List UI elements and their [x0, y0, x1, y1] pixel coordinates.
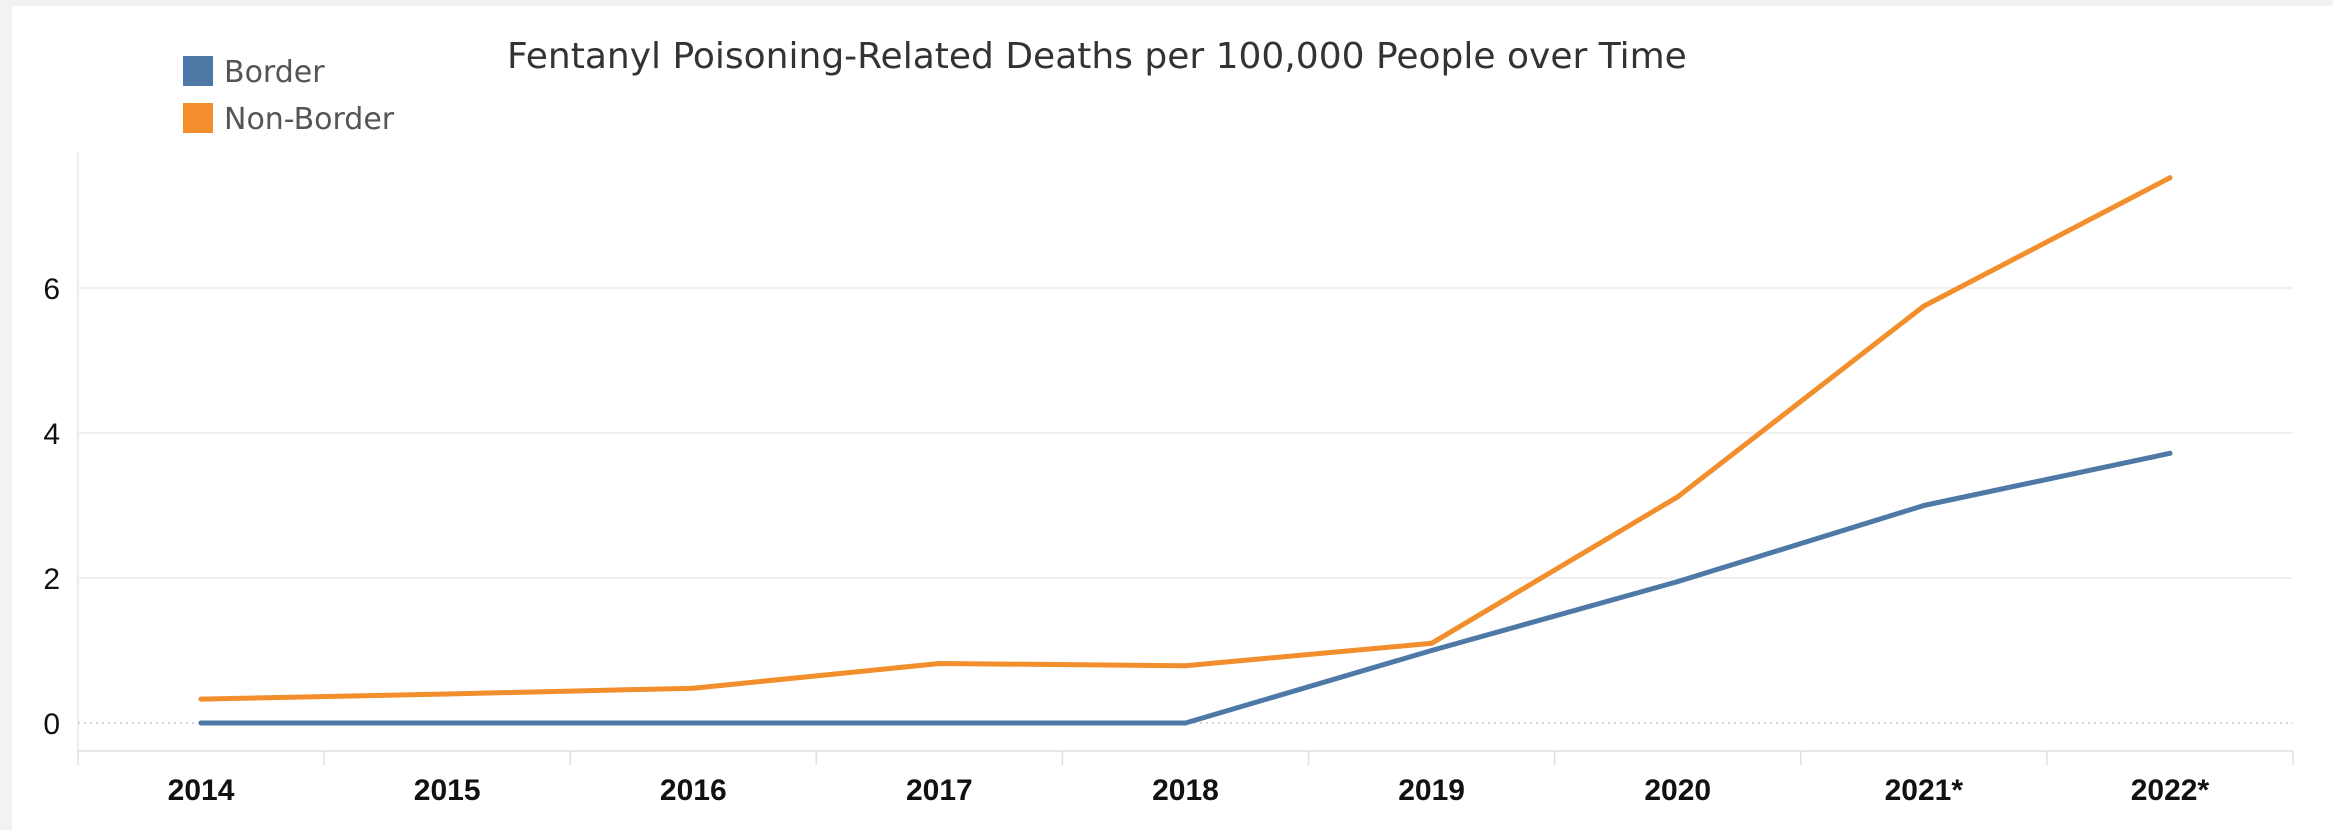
- x-tick-label: 2018: [1152, 774, 1219, 807]
- data-point-border: [1429, 648, 1435, 653]
- x-tick-label: 2016: [660, 774, 727, 807]
- data-point-border: [2167, 450, 2173, 456]
- y-tick-label: 6: [43, 273, 60, 306]
- chart-container: Fentanyl Poisoning-Related Deaths per 10…: [12, 6, 2333, 830]
- data-point-border: [936, 720, 942, 726]
- data-point-border: [444, 720, 450, 726]
- data-point-non-border: [1183, 663, 1188, 669]
- data-point-border: [690, 720, 696, 726]
- data-point-non-border: [2167, 175, 2173, 181]
- x-tick-label: 2019: [1398, 774, 1465, 807]
- legend-label-border: Border: [224, 55, 325, 90]
- chart-title: Fentanyl Poisoning-Related Deaths per 10…: [507, 36, 1687, 77]
- x-tick-label: 2014: [168, 774, 235, 807]
- data-point-non-border: [1675, 494, 1681, 500]
- series-line-non-border: [198, 175, 2173, 702]
- data-point-non-border: [198, 696, 204, 702]
- data-point-non-border: [1429, 640, 1435, 646]
- data-point-border: [1921, 503, 1927, 508]
- line-chart: Fentanyl Poisoning-Related Deaths per 10…: [43, 36, 2294, 807]
- data-point-border: [1183, 720, 1188, 726]
- x-tick-label: 2021*: [1885, 774, 1964, 807]
- y-tick-label: 2: [43, 563, 60, 596]
- data-point-non-border: [936, 661, 942, 667]
- data-point-non-border: [690, 685, 696, 691]
- x-tick-label: 2015: [414, 774, 481, 807]
- data-point-non-border: [444, 691, 450, 697]
- y-tick-label: 0: [43, 708, 60, 741]
- x-tick-label: 2020: [1644, 774, 1711, 807]
- legend-label-non-border: Non-Border: [224, 102, 395, 137]
- legend: Border Non-Border: [183, 55, 395, 137]
- legend-swatch-non-border: [183, 103, 213, 133]
- data-point-border: [1675, 579, 1681, 585]
- series-line-border: [198, 450, 2173, 726]
- x-tick-label: 2017: [906, 774, 973, 807]
- y-tick-label: 4: [43, 418, 60, 451]
- legend-swatch-border: [183, 56, 213, 86]
- x-tick-label: 2022*: [2131, 774, 2210, 807]
- data-point-non-border: [1921, 303, 1927, 309]
- plot-area: 0 2 4 6 2014 2015 2016 2017 2018 2019 2020 2021* 202…: [43, 152, 2294, 807]
- data-point-border: [198, 720, 204, 726]
